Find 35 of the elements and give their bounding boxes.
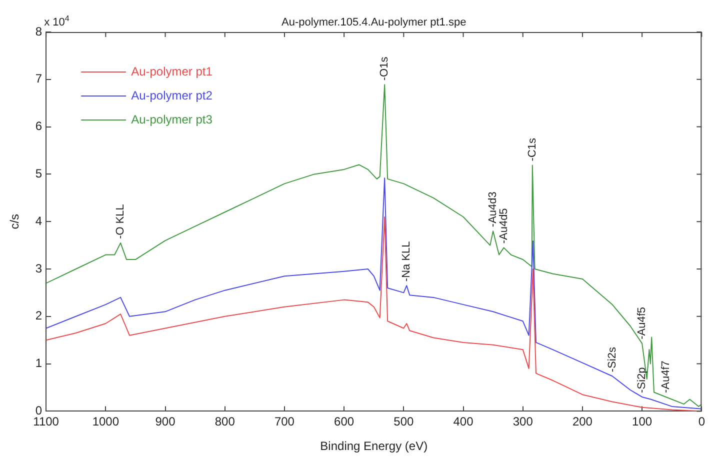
x-tick-label: 1000 bbox=[92, 414, 120, 429]
x-tick-label: 900 bbox=[155, 414, 176, 429]
y-axis-title: c/s bbox=[8, 214, 22, 230]
annotation: -Si2s bbox=[606, 346, 618, 372]
y-tick-label: 7 bbox=[35, 72, 42, 86]
x-tick-label: 300 bbox=[512, 414, 534, 429]
annotation: -Au4f5 bbox=[636, 306, 648, 340]
x-axis-title: Binding Energy (eV) bbox=[320, 439, 428, 454]
annotation: -Au4d5 bbox=[498, 208, 510, 244]
y-tick-label: 3 bbox=[35, 261, 42, 276]
annotation: -C1s bbox=[526, 137, 538, 162]
annotation: -Au4f7 bbox=[660, 360, 672, 393]
x-tick-label: 800 bbox=[214, 414, 236, 429]
x-tick-label: 500 bbox=[394, 414, 414, 429]
y-tick-label: 2 bbox=[35, 308, 42, 323]
legend-label: Au-polymer pt2 bbox=[131, 88, 213, 102]
y-tick-label: 1 bbox=[35, 356, 42, 370]
y-tick-label: 6 bbox=[35, 119, 42, 134]
annotation: -Si2p bbox=[636, 367, 648, 393]
x-tick-label: 400 bbox=[453, 414, 474, 429]
annotation: -Na KLL bbox=[400, 241, 413, 282]
y-tick-label: 4 bbox=[35, 214, 42, 228]
x-tick-label: 600 bbox=[334, 414, 354, 429]
x-tick-label: 700 bbox=[274, 414, 295, 429]
x-tick-label: 100 bbox=[632, 414, 652, 429]
legend-label: Au-polymer pt3 bbox=[131, 112, 213, 126]
y-tick-label: 8 bbox=[35, 24, 42, 38]
x-tick-label: 200 bbox=[572, 414, 593, 429]
legend-label: Au-polymer pt1 bbox=[131, 64, 213, 78]
x-tick-label: 0 bbox=[698, 414, 706, 429]
annotation: -O KLL bbox=[114, 204, 127, 239]
annotation: -O1s bbox=[378, 56, 391, 81]
y-tick-label: 5 bbox=[35, 166, 42, 181]
annotation: -Au4d3 bbox=[487, 192, 500, 228]
chart-title: Au-polymer.105.4.Au-polymer pt1.spe bbox=[282, 16, 466, 29]
